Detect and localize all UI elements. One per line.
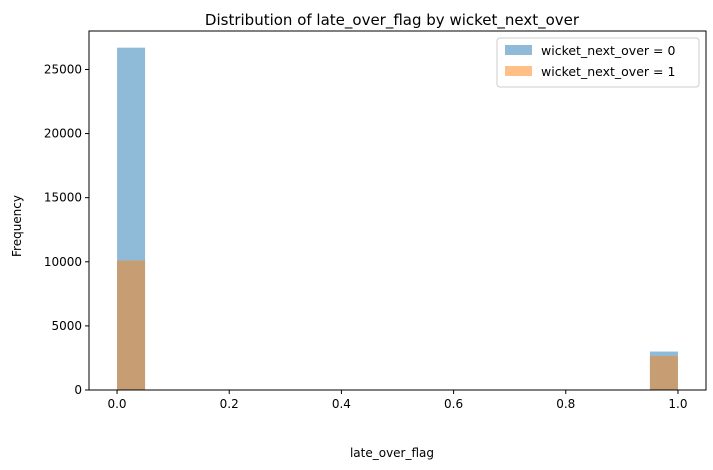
x-axis-ticks: 0.0 0.2 0.4 0.6 0.8 1.0 (107, 390, 688, 411)
y-tick-label: 5000 (51, 319, 82, 333)
x-axis-label: late_over_flag (350, 446, 434, 460)
legend-label-series-1: wicket_next_over = 1 (541, 64, 675, 79)
legend-label-series-0: wicket_next_over = 0 (541, 43, 675, 58)
x-tick-label: 0.6 (444, 397, 463, 411)
legend-swatch-series-1 (505, 66, 532, 76)
y-tick-label: 20000 (44, 127, 82, 141)
bar-series-1-bin-0 (117, 260, 146, 390)
plot-frame (88, 30, 707, 391)
x-tick-label: 0.4 (332, 397, 351, 411)
y-tick-label: 25000 (44, 62, 82, 76)
y-axis-label: Frequency (10, 195, 24, 257)
legend-box (496, 37, 700, 88)
x-tick-label: 0.2 (220, 397, 239, 411)
x-tick-label: 0.0 (107, 397, 126, 411)
y-tick-label: 10000 (44, 255, 82, 269)
x-tick-label: 1.0 (668, 397, 687, 411)
bars-layer (117, 47, 678, 391)
y-tick-label: 0 (74, 383, 82, 397)
legend-swatch-series-0 (505, 45, 532, 55)
y-tick-label: 15000 (44, 191, 82, 205)
chart-title: Distribution of late_over_flag by wicket… (205, 11, 580, 30)
x-tick-label: 0.8 (556, 397, 575, 411)
y-axis-ticks: 0 5000 10000 15000 20000 25000 (44, 62, 89, 397)
bar-series-1-bin-1 (649, 356, 678, 390)
legend: wicket_next_over = 0 wicket_next_over = … (496, 37, 700, 88)
